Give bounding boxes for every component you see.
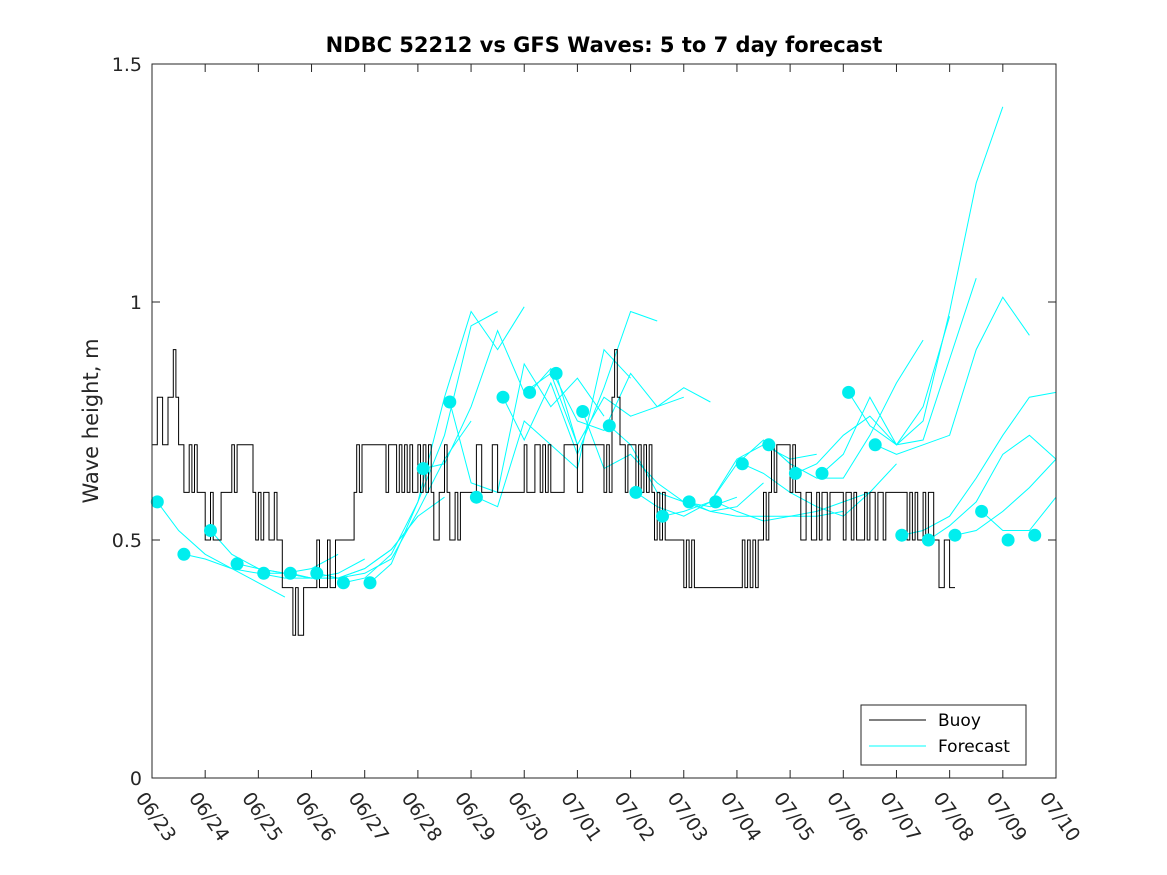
forecast-point-13 [496,390,510,404]
forecast-line-27 [874,296,1030,455]
forecast-point-18 [629,485,643,499]
forecast-line-11 [449,362,605,494]
plot-area [152,64,1056,778]
forecast-point-30 [948,528,962,542]
forecast-point-8 [336,576,350,590]
forecast-point-23 [762,438,776,452]
y-tick-label-3: 1.5 [112,54,142,76]
forecast-point-25 [815,466,829,480]
forecast-point-12 [469,490,483,504]
forecast-point-1 [150,495,164,509]
forecast-point-4 [230,557,244,571]
buoy-line [152,349,955,636]
forecast-point-26 [842,385,856,399]
forecast-line-1 [156,501,286,598]
forecast-line-24 [795,316,951,474]
forecast-point-22 [735,457,749,471]
y-tick-label-2: 1 [130,292,142,314]
forecast-line-29 [928,434,1057,541]
forecast-point-7 [310,566,324,580]
forecast-point-24 [788,466,802,480]
forecast-point-32 [1001,533,1015,547]
forecast-line-31 [981,496,1057,531]
forecast-point-9 [363,576,377,590]
forecast-line-9 [369,306,525,584]
forecast-point-27 [868,438,882,452]
forecast-point-2 [177,547,191,561]
forecast-point-10 [416,462,430,476]
forecast-point-29 [921,533,935,547]
forecast-line-26 [848,106,1004,446]
buoy-series [152,349,955,636]
forecast-point-11 [443,395,457,409]
forecast-point-3 [204,524,217,537]
legend: Buoy Forecast [860,704,1027,766]
forecast-point-16 [576,405,590,418]
forecast-point-15 [549,366,563,380]
legend-label-forecast: Forecast [938,737,1010,757]
forecast-line-30 [954,458,1057,536]
y-ticks: 0 0.5 1 1.5 [112,54,1056,790]
legend-label-buoy: Buoy [938,711,981,731]
y-tick-label-0: 0 [130,768,142,790]
forecast-point-14 [523,385,537,399]
forecast-point-20 [682,495,696,509]
forecast-point-6 [283,566,297,580]
axes [151,63,1057,779]
forecast-point-19 [656,509,669,523]
forecast-point-28 [895,528,909,542]
forecast-point-5 [257,566,271,580]
y-axis-label: Wave height, m [79,338,103,503]
forecast-point-31 [975,504,989,518]
legend-box [860,704,1027,766]
plot-frame [151,63,1057,779]
forecast-points [150,366,1042,590]
forecast-line-6 [290,496,445,579]
forecast-point-21 [709,495,723,509]
y-tick-label-1: 0.5 [112,530,142,552]
forecast-point-33 [1028,528,1042,542]
chart-title: NDBC 52212 vs GFS Waves: 5 to 7 day fore… [326,33,883,57]
forecast-point-17 [602,419,616,433]
